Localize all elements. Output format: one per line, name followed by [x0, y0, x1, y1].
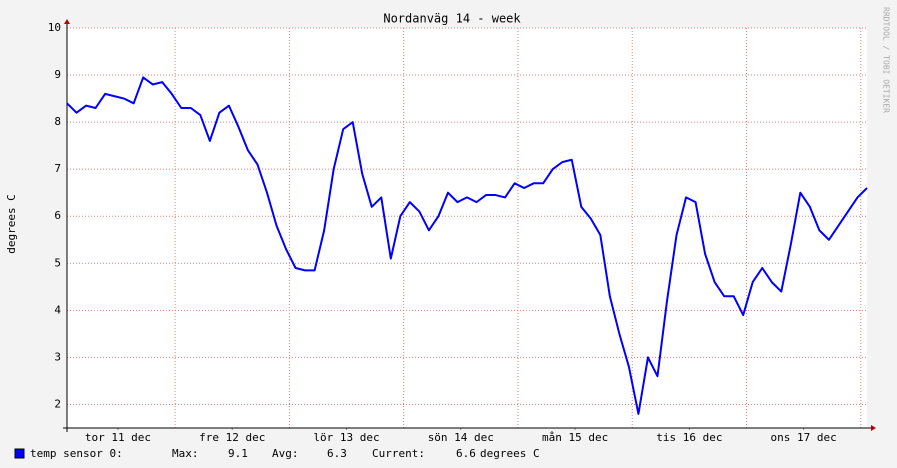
legend-stat: Avg: [272, 447, 299, 460]
legend-stat: Max: [172, 447, 199, 460]
x-tick-label: tor 11 dec [85, 431, 151, 444]
legend-label: temp sensor 0: [30, 447, 123, 460]
y-tick-label: 8 [54, 115, 61, 128]
x-tick-label: sön 14 dec [428, 431, 494, 444]
legend-stat: 6.3 [327, 447, 347, 460]
x-tick-label: ons 17 dec [771, 431, 837, 444]
axis-arrow [64, 19, 70, 24]
x-tick-label: lör 13 dec [313, 431, 379, 444]
chart-title: Nordanväg 14 - week [383, 12, 521, 26]
legend-stat: 9.1 [228, 447, 248, 460]
y-tick-label: 2 [54, 397, 61, 410]
legend-swatch [14, 448, 25, 459]
y-tick-label: 7 [54, 162, 61, 175]
y-tick-label: 9 [54, 68, 61, 81]
y-axis-label: degrees C [5, 194, 18, 254]
series-line [66, 76, 868, 415]
x-tick-label: tis 16 dec [656, 431, 722, 444]
x-tick-label: fre 12 dec [199, 431, 265, 444]
x-tick-label: mån 15 dec [542, 431, 608, 444]
y-tick-label: 5 [54, 256, 61, 269]
plot-area [67, 28, 867, 428]
watermark: RRDTOOL / TOBI OETIKER [882, 7, 891, 113]
legend-stat: 6.6 [456, 447, 476, 460]
y-tick-label: 3 [54, 350, 61, 363]
legend-stat: Current: [372, 447, 425, 460]
y-tick-label: 10 [48, 21, 61, 34]
y-tick-label: 6 [54, 209, 61, 222]
legend-stat: degrees C [480, 447, 540, 460]
axis-arrow [871, 425, 876, 431]
y-tick-label: 4 [54, 303, 61, 316]
